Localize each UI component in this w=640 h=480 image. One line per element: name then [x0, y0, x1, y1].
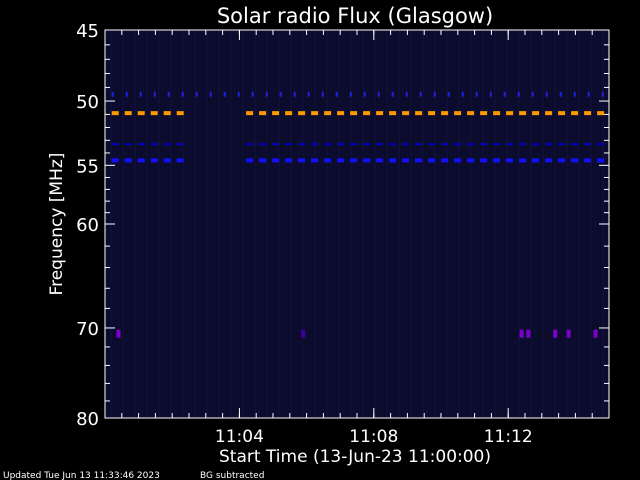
- burst-point: [566, 329, 571, 338]
- frequency-bands: [111, 91, 609, 163]
- y-tick-label: 60: [76, 215, 99, 236]
- burst-point: [593, 329, 598, 338]
- y-tick-label: 45: [76, 21, 99, 42]
- x-axis: 11:04 11:08 11:12: [104, 30, 610, 447]
- x-tick-label: 11:04: [215, 427, 264, 447]
- y-tick-label: 50: [76, 92, 99, 113]
- y-tick-label: 80: [76, 409, 99, 430]
- updated-timestamp: Updated Tue Jun 13 11:33:46 2023: [3, 471, 160, 480]
- x-tick-label: 11:12: [484, 427, 533, 447]
- plot-background: [105, 30, 609, 418]
- burst-points: [116, 329, 598, 338]
- bg-subtracted-note: BG subtracted: [200, 471, 264, 480]
- x-axis-label: Start Time (13-Jun-23 11:00:00): [219, 447, 491, 467]
- y-tick-label: 70: [76, 319, 99, 340]
- x-tick-label: 11:08: [349, 427, 398, 447]
- burst-point: [116, 329, 121, 338]
- y-axis: 45 50 55 60 70 80: [76, 21, 609, 430]
- burst-point: [301, 329, 306, 338]
- chart-title: Solar radio Flux (Glasgow): [217, 4, 493, 28]
- burst-point: [519, 329, 524, 338]
- y-tick-label: 55: [76, 156, 99, 177]
- y-axis-label: Frequency [MHz]: [47, 153, 67, 296]
- burst-point: [526, 329, 531, 338]
- burst-point: [553, 329, 558, 338]
